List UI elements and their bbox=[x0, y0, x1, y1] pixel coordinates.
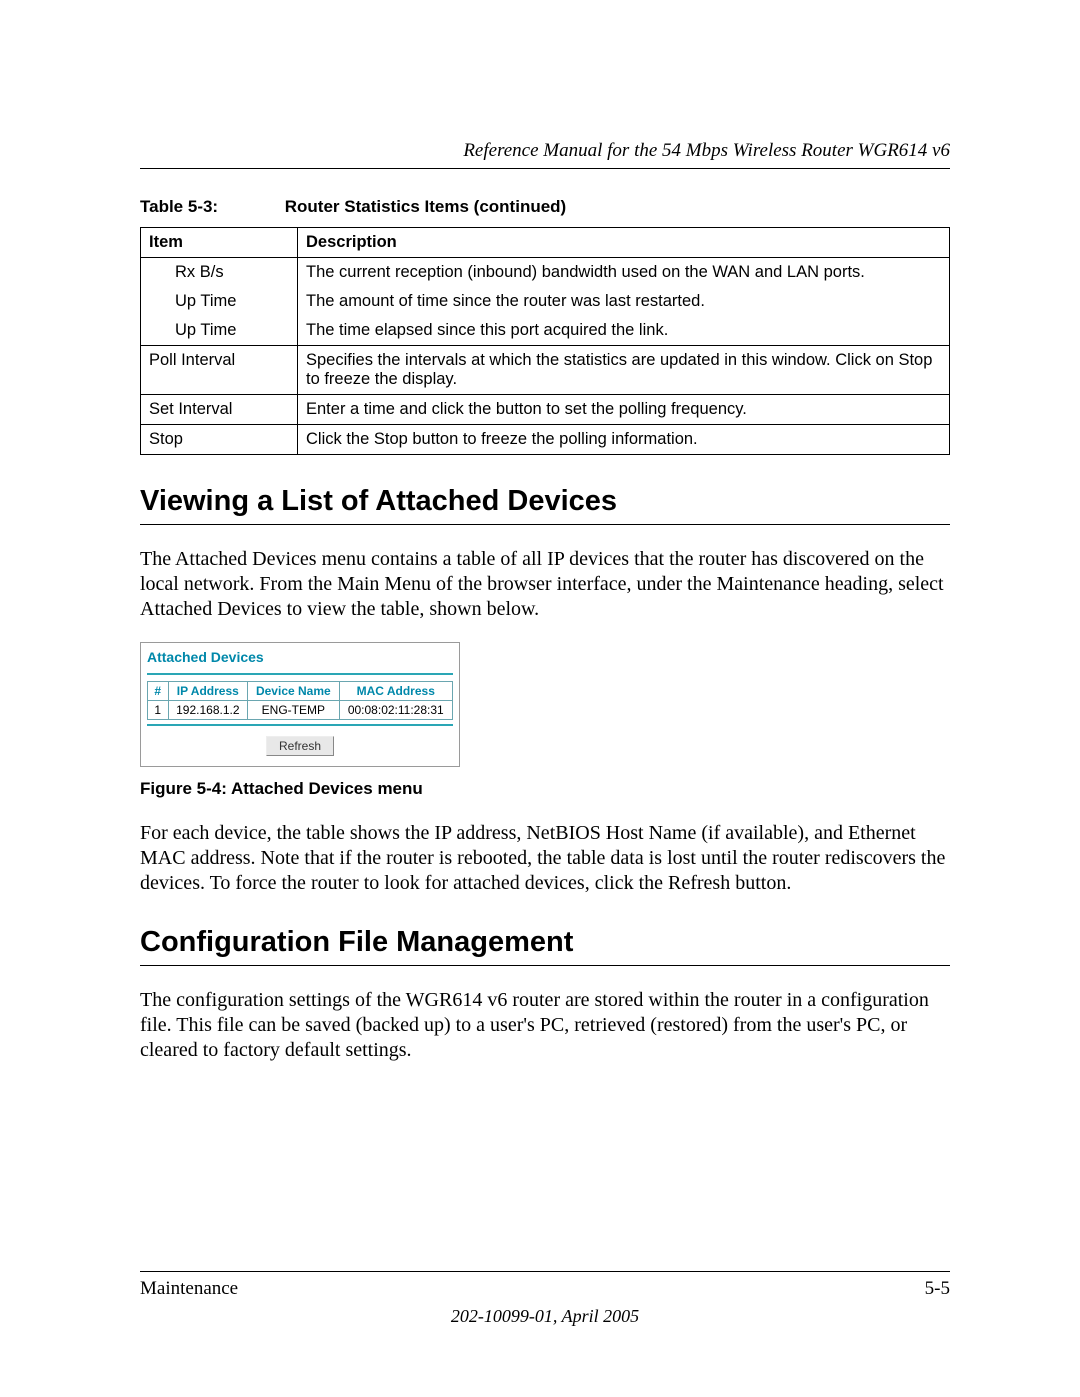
col-description: Description bbox=[298, 228, 950, 258]
cell-num: 1 bbox=[148, 701, 169, 720]
cell-desc: Click the Stop button to freeze the poll… bbox=[298, 425, 950, 455]
cell-devname: ENG-TEMP bbox=[248, 701, 339, 720]
footer-docid: 202-10099-01, April 2005 bbox=[140, 1306, 950, 1327]
section-paragraph: For each device, the table shows the IP … bbox=[140, 821, 950, 896]
cell-item: Poll Interval bbox=[141, 346, 298, 395]
col-devname: Device Name bbox=[248, 682, 339, 701]
device-row: 1 192.168.1.2 ENG-TEMP 00:08:02:11:28:31 bbox=[148, 701, 453, 720]
attached-devices-table: # IP Address Device Name MAC Address 1 1… bbox=[147, 681, 453, 720]
table-caption-number: Table 5-3: bbox=[140, 197, 280, 217]
running-header: Reference Manual for the 54 Mbps Wireles… bbox=[140, 140, 950, 162]
cell-item: Up Time bbox=[141, 287, 298, 316]
figure-caption: Figure 5-4: Attached Devices menu bbox=[140, 779, 950, 799]
table-caption: Table 5-3: Router Statistics Items (cont… bbox=[140, 197, 950, 217]
teal-rule bbox=[147, 673, 453, 675]
refresh-button[interactable]: Refresh bbox=[266, 736, 334, 756]
cell-desc: The current reception (inbound) bandwidt… bbox=[298, 258, 950, 288]
table-caption-text: Router Statistics Items (continued) bbox=[285, 197, 566, 216]
manual-page: Reference Manual for the 54 Mbps Wireles… bbox=[0, 0, 1080, 1397]
col-item: Item bbox=[141, 228, 298, 258]
attached-devices-panel: Attached Devices # IP Address Device Nam… bbox=[140, 642, 460, 767]
cell-desc: Enter a time and click the button to set… bbox=[298, 395, 950, 425]
section-paragraph: The configuration settings of the WGR614… bbox=[140, 988, 950, 1063]
cell-item: Stop bbox=[141, 425, 298, 455]
table-row: Set Interval Enter a time and click the … bbox=[141, 395, 950, 425]
footer-page-number: 5-5 bbox=[925, 1278, 950, 1300]
page-footer: Maintenance 5-5 202-10099-01, April 2005 bbox=[140, 1271, 950, 1327]
col-mac: MAC Address bbox=[339, 682, 452, 701]
section-rule bbox=[140, 965, 950, 966]
section-rule bbox=[140, 524, 950, 525]
col-ip: IP Address bbox=[168, 682, 248, 701]
cell-desc: The amount of time since the router was … bbox=[298, 287, 950, 316]
cell-item: Rx B/s bbox=[141, 258, 298, 288]
attached-devices-title: Attached Devices bbox=[147, 647, 453, 673]
refresh-wrap: Refresh bbox=[147, 736, 453, 756]
table-row: Up Time The amount of time since the rou… bbox=[141, 287, 950, 316]
section-heading-attached-devices: Viewing a List of Attached Devices bbox=[140, 485, 950, 518]
section-paragraph: The Attached Devices menu contains a tab… bbox=[140, 547, 950, 622]
cell-desc: Specifies the intervals at which the sta… bbox=[298, 346, 950, 395]
table-row: Stop Click the Stop button to freeze the… bbox=[141, 425, 950, 455]
cell-desc: The time elapsed since this port acquire… bbox=[298, 316, 950, 346]
header-rule bbox=[140, 168, 950, 169]
footer-rule bbox=[140, 1271, 950, 1272]
cell-ip: 192.168.1.2 bbox=[168, 701, 248, 720]
table-row: Rx B/s The current reception (inbound) b… bbox=[141, 258, 950, 288]
cell-mac: 00:08:02:11:28:31 bbox=[339, 701, 452, 720]
cell-item: Up Time bbox=[141, 316, 298, 346]
col-num: # bbox=[148, 682, 169, 701]
table-row: Up Time The time elapsed since this port… bbox=[141, 316, 950, 346]
router-statistics-table: Item Description Rx B/s The current rece… bbox=[140, 227, 950, 455]
section-heading-config-mgmt: Configuration File Management bbox=[140, 926, 950, 959]
table-row: Poll Interval Specifies the intervals at… bbox=[141, 346, 950, 395]
teal-rule bbox=[147, 724, 453, 726]
footer-section: Maintenance bbox=[140, 1278, 238, 1300]
cell-item: Set Interval bbox=[141, 395, 298, 425]
